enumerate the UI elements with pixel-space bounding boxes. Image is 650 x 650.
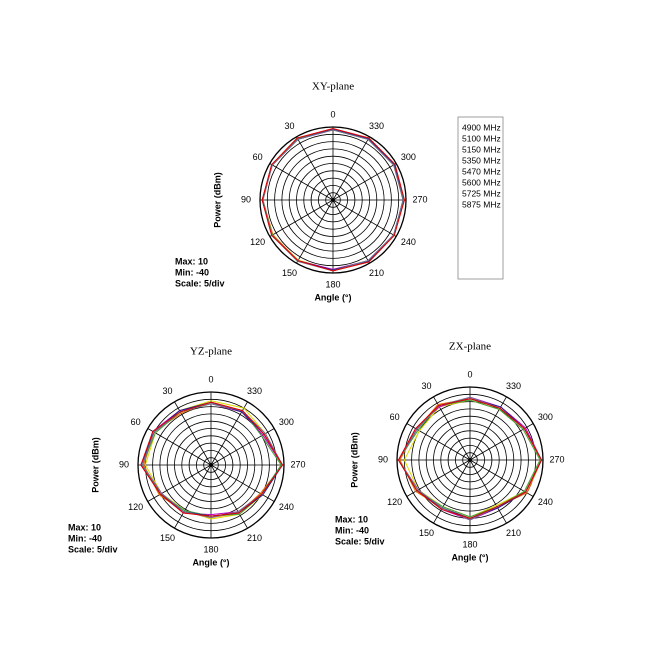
legend-entry: 5875 MHz bbox=[462, 199, 501, 209]
x-axis-label: Angle (°) bbox=[314, 292, 351, 302]
series-line bbox=[140, 401, 284, 517]
angle-tick-label: 60 bbox=[390, 412, 400, 422]
spoke bbox=[147, 428, 212, 466]
x-axis-label: Angle (°) bbox=[192, 557, 229, 567]
angle-tick-label: 300 bbox=[279, 417, 294, 427]
spoke bbox=[269, 163, 334, 201]
legend-entry: 5100 MHz bbox=[462, 133, 501, 143]
spoke bbox=[174, 401, 212, 466]
angle-tick-label: 210 bbox=[506, 528, 521, 538]
angle-tick-label: 150 bbox=[160, 533, 175, 543]
angle-tick-label: 210 bbox=[247, 533, 262, 543]
angle-tick-label: 180 bbox=[462, 539, 477, 549]
chart-title: XY-plane bbox=[312, 81, 354, 93]
spoke bbox=[269, 199, 334, 237]
series-line bbox=[140, 401, 284, 517]
angle-tick-label: 180 bbox=[325, 279, 340, 289]
spoke bbox=[174, 464, 212, 529]
annotation: Min: -40 bbox=[175, 267, 209, 277]
annotation: Max: 10 bbox=[335, 514, 368, 524]
annotation: Scale: 5/div bbox=[335, 536, 385, 546]
angle-tick-label: 270 bbox=[549, 454, 564, 464]
legend-entry: 4900 MHz bbox=[462, 122, 501, 132]
spoke bbox=[406, 423, 471, 461]
legend-entry: 5350 MHz bbox=[462, 155, 501, 165]
legend-box bbox=[457, 116, 504, 280]
spoke bbox=[210, 464, 275, 502]
spoke bbox=[406, 459, 471, 497]
angle-tick-label: 90 bbox=[378, 454, 388, 464]
series-line bbox=[261, 127, 406, 272]
spoke bbox=[332, 163, 397, 201]
angle-tick-label: 0 bbox=[208, 374, 213, 384]
angle-tick-label: 0 bbox=[330, 109, 335, 119]
spoke bbox=[296, 136, 334, 201]
angle-tick-label: 150 bbox=[419, 528, 434, 538]
spoke bbox=[469, 459, 534, 497]
annotation: Scale: 5/div bbox=[68, 544, 118, 554]
spoke bbox=[332, 199, 370, 264]
spoke bbox=[296, 199, 334, 264]
y-axis-label: Power (dBm) bbox=[212, 172, 222, 228]
y-axis-label: Power (dBm) bbox=[349, 432, 359, 488]
angle-tick-label: 0 bbox=[467, 369, 472, 379]
spoke bbox=[332, 136, 370, 201]
series-line bbox=[397, 399, 541, 518]
angle-tick-label: 90 bbox=[241, 194, 251, 204]
angle-tick-label: 180 bbox=[203, 544, 218, 554]
angle-tick-label: 240 bbox=[538, 497, 553, 507]
annotation: Min: -40 bbox=[68, 533, 102, 543]
angle-tick-label: 210 bbox=[369, 268, 384, 278]
angle-tick-label: 330 bbox=[247, 386, 262, 396]
annotation: Min: -40 bbox=[335, 525, 369, 535]
angle-tick-label: 330 bbox=[506, 381, 521, 391]
angle-tick-label: 240 bbox=[401, 237, 416, 247]
angle-tick-label: 240 bbox=[279, 502, 294, 512]
spoke bbox=[210, 464, 248, 529]
angle-tick-label: 120 bbox=[250, 237, 265, 247]
annotation: Max: 10 bbox=[68, 522, 101, 532]
annotation: Scale: 5/div bbox=[175, 278, 225, 288]
spoke bbox=[332, 199, 397, 237]
spoke bbox=[469, 423, 534, 461]
y-axis-label: Power (dBm) bbox=[90, 437, 100, 493]
spoke bbox=[210, 428, 275, 466]
angle-tick-label: 300 bbox=[538, 412, 553, 422]
spoke bbox=[433, 396, 471, 461]
angle-tick-label: 60 bbox=[253, 152, 263, 162]
legend-entry: 5470 MHz bbox=[462, 166, 501, 176]
angle-tick-label: 90 bbox=[119, 459, 129, 469]
series-line bbox=[141, 403, 284, 519]
angle-tick-label: 150 bbox=[282, 268, 297, 278]
legend-entry: 5600 MHz bbox=[462, 177, 501, 187]
angle-tick-label: 120 bbox=[128, 502, 143, 512]
angle-tick-label: 330 bbox=[369, 121, 384, 131]
angle-tick-label: 120 bbox=[387, 497, 402, 507]
annotation: Max: 10 bbox=[175, 256, 208, 266]
spoke bbox=[147, 464, 212, 502]
spoke bbox=[210, 401, 248, 466]
series-line bbox=[397, 398, 543, 519]
angle-tick-label: 270 bbox=[412, 194, 427, 204]
angle-tick-label: 30 bbox=[284, 121, 294, 131]
angle-tick-label: 30 bbox=[421, 381, 431, 391]
legend-entry: 5725 MHz bbox=[462, 188, 501, 198]
angle-tick-label: 60 bbox=[131, 417, 141, 427]
spoke bbox=[433, 459, 471, 524]
legend-entry: 5150 MHz bbox=[462, 144, 501, 154]
spoke bbox=[469, 459, 507, 524]
chart-title: YZ-plane bbox=[190, 346, 232, 358]
angle-tick-label: 300 bbox=[401, 152, 416, 162]
x-axis-label: Angle (°) bbox=[451, 552, 488, 562]
chart-title: ZX-plane bbox=[449, 341, 491, 353]
angle-tick-label: 270 bbox=[290, 459, 305, 469]
angle-tick-label: 30 bbox=[162, 386, 172, 396]
